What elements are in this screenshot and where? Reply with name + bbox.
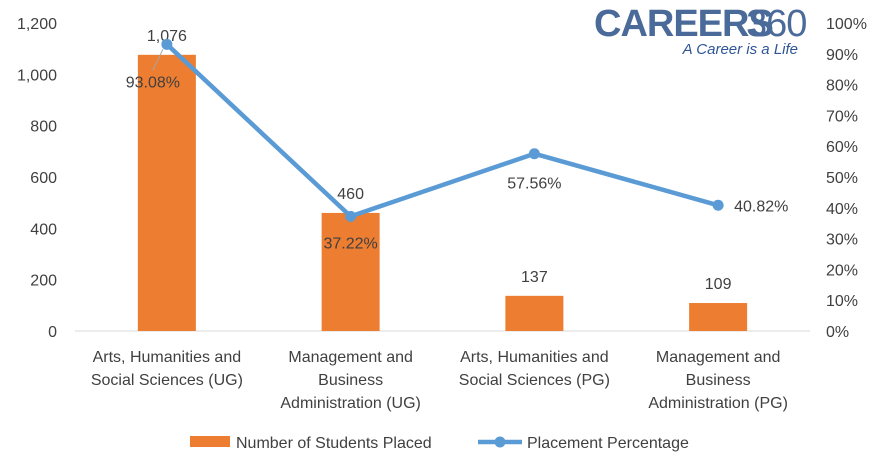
bar xyxy=(321,212,380,331)
line-data-label: 40.82% xyxy=(734,198,788,215)
category-label: Administration (UG) xyxy=(280,395,420,412)
right-tick-label: 0% xyxy=(826,324,849,341)
category-label: Social Sciences (PG) xyxy=(459,372,610,389)
logo-number-text: 360 xyxy=(746,3,806,45)
bar-data-label: 137 xyxy=(521,269,548,286)
category-label: Business xyxy=(318,372,383,389)
left-tick-label: 400 xyxy=(30,221,57,238)
leader-line xyxy=(152,49,164,71)
bar-data-label: 1,076 xyxy=(147,28,187,45)
category-label: Arts, Humanities and xyxy=(460,349,609,366)
line-data-label: 93.08% xyxy=(126,74,180,91)
category-label: Management and xyxy=(288,349,413,366)
legend: Number of Students Placed Placement Perce… xyxy=(190,435,689,452)
bar-data-label: 109 xyxy=(705,276,732,293)
legend-label: Placement Percentage xyxy=(527,435,689,452)
left-tick-label: 0 xyxy=(48,324,57,341)
logo: CAREERS 360 A Career is a Life xyxy=(594,3,807,58)
bar xyxy=(689,303,748,331)
legend-bar-swatch xyxy=(190,436,230,447)
category-label: Business xyxy=(686,372,751,389)
left-tick-label: 1,200 xyxy=(17,16,57,33)
right-tick-label: 90% xyxy=(826,47,858,64)
logo-main-text: CAREERS xyxy=(594,3,773,45)
placement-line xyxy=(165,42,719,219)
bar xyxy=(505,295,564,331)
right-tick-label: 50% xyxy=(826,170,858,187)
line-point xyxy=(528,148,540,160)
right-tick-label: 80% xyxy=(826,78,858,95)
line-data-label: 57.56% xyxy=(507,176,561,193)
legend-line-marker xyxy=(494,436,506,448)
bar xyxy=(137,54,196,332)
logo-tagline: A Career is a Life xyxy=(682,41,798,58)
line-data-label: 37.22% xyxy=(323,235,377,252)
line-point xyxy=(712,199,724,211)
left-tick-label: 1,000 xyxy=(17,67,57,84)
legend-label: Number of Students Placed xyxy=(236,435,432,452)
right-tick-label: 100% xyxy=(826,16,867,33)
right-y-axis: 0% 10% 20% 30% 40% 50% 60% 70% 80% 90% 100% xyxy=(826,16,867,341)
category-labels: Arts, Humanities and Social Sciences (UG)… xyxy=(91,349,788,412)
line-series: 93.08% 37.22% 57.56% 40.82% xyxy=(126,38,788,252)
bar-series: 1,076 460 137 109 xyxy=(137,28,748,332)
right-tick-label: 10% xyxy=(826,293,858,310)
category-label: Management and xyxy=(656,349,781,366)
right-tick-label: 70% xyxy=(826,108,858,125)
left-tick-label: 600 xyxy=(30,170,57,187)
left-y-axis: 0 200 400 600 800 1,000 1,200 xyxy=(17,16,57,341)
right-tick-label: 60% xyxy=(826,139,858,156)
line-point xyxy=(345,210,357,222)
line-point xyxy=(161,38,173,50)
category-label: Arts, Humanities and xyxy=(93,349,242,366)
bar-data-label: 460 xyxy=(337,186,364,203)
right-tick-label: 20% xyxy=(826,262,858,279)
right-tick-label: 40% xyxy=(826,201,858,218)
category-label: Social Sciences (UG) xyxy=(91,372,243,389)
right-tick-label: 30% xyxy=(826,232,858,249)
left-tick-label: 800 xyxy=(30,119,57,136)
left-tick-label: 200 xyxy=(30,273,57,290)
category-label: Administration (PG) xyxy=(648,395,788,412)
